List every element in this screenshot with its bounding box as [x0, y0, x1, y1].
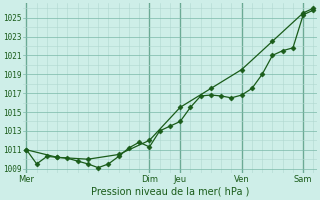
X-axis label: Pression niveau de la mer( hPa ): Pression niveau de la mer( hPa )	[91, 187, 249, 197]
